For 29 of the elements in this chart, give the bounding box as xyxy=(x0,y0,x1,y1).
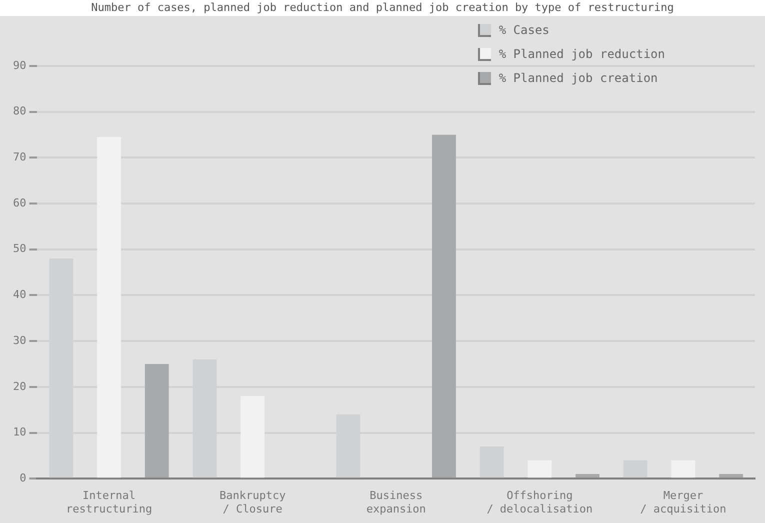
x-tick-label: Bankruptcy / Closure xyxy=(219,489,286,516)
y-tick-label: 50 xyxy=(12,242,26,256)
bar xyxy=(671,460,696,478)
bar xyxy=(623,460,648,478)
y-tick-label: 20 xyxy=(12,380,26,393)
y-tick-label: 40 xyxy=(12,288,26,302)
bar xyxy=(719,474,744,478)
legend-label: % Planned job reduction xyxy=(498,47,665,61)
x-tick-label: Internal restructuring xyxy=(66,489,152,516)
legend-label: % Cases xyxy=(498,23,550,37)
y-tick-label: 0 xyxy=(20,471,26,484)
y-tick-label: 30 xyxy=(12,334,26,347)
bar xyxy=(480,446,504,478)
y-tick-label: 60 xyxy=(12,196,26,210)
y-tick-label: 10 xyxy=(12,426,26,439)
y-tick-label: 80 xyxy=(12,104,26,118)
bar xyxy=(240,396,265,478)
y-tick-label: 90 xyxy=(12,58,26,72)
bar xyxy=(432,134,456,478)
x-tick-label: Merger / acquisition xyxy=(640,489,726,516)
bar xyxy=(97,137,121,478)
chart-title: Number of cases, planned job reduction and planned job creation by type of restructuring xyxy=(0,0,765,16)
x-tick-label: Offshoring / delocalisation xyxy=(486,489,593,516)
legend-label: % Planned job creation xyxy=(498,71,658,85)
bar xyxy=(576,474,600,478)
y-tick-label: 70 xyxy=(12,150,26,164)
bar xyxy=(144,364,169,478)
bar xyxy=(528,460,552,478)
x-tick-label: Business expansion xyxy=(366,489,426,516)
